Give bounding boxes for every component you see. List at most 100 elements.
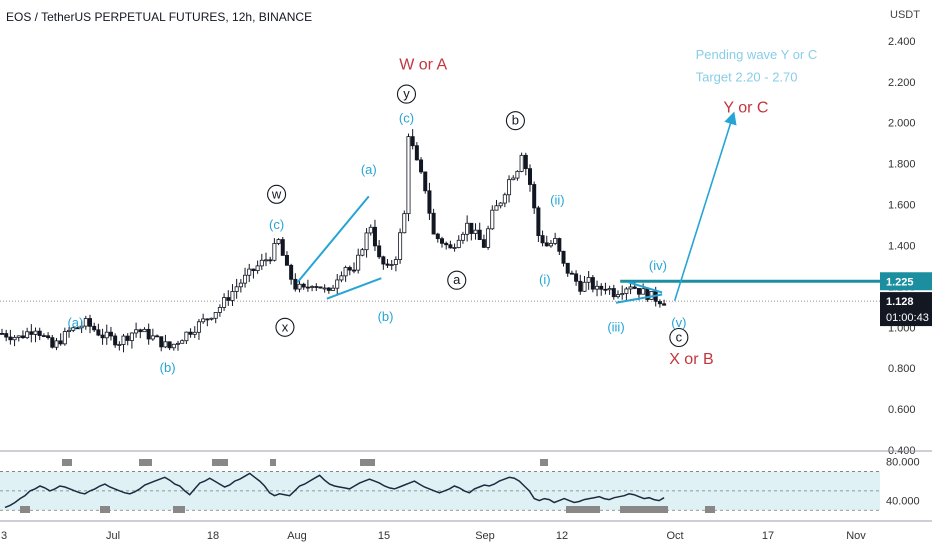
wave-label-text: (b) [160,360,176,375]
candle-body [171,343,176,349]
rsi-overbought-mark [139,459,152,466]
candle-body [0,333,4,335]
candle-body [595,285,600,290]
candle-body [201,318,206,323]
candle-body [364,232,369,251]
wave-label-text: a [453,272,461,287]
rsi-tick-label: 80.000 [886,457,920,469]
candle-body [565,262,570,274]
rsi-oversold-mark [705,506,715,513]
wave-circle [447,270,467,290]
candle-body [419,159,424,173]
candle-body [456,239,461,248]
x-tick-label: Oct [666,530,683,542]
svg-text:1.128: 1.128 [886,296,914,308]
candle-body [234,286,239,292]
x-tick-label: 12 [556,530,568,542]
candle-body [238,282,243,288]
candle-body [25,331,30,339]
candle-body [100,334,105,339]
wave-label-text: (c) [399,111,414,126]
candle-body [159,336,164,348]
candle-body [284,254,289,266]
candle-body [318,286,323,289]
candle-body [117,344,122,346]
x-tick-label: Sep [475,530,495,542]
candle-body [142,328,147,333]
candle-body [289,264,294,280]
y-tick-label: 2.400 [888,36,916,48]
x-tick-label: Jul [106,530,120,542]
price-pane[interactable]: (a) (b) (c) w x (a) (b) (c) y W or A a b (i) (ii) (iii… [0,47,880,375]
candle-body [217,307,222,313]
candle-body [50,337,55,348]
rsi-tick-label: 40.000 [886,496,920,508]
candle-body [582,281,587,292]
candle-body [628,286,633,290]
candle-body [519,154,524,172]
rsi-pane[interactable] [0,459,880,513]
candle-body [96,329,101,336]
candle-body [574,273,579,282]
candle-body [381,256,386,265]
rsi-oversold-mark [173,506,185,513]
chart-title: EOS / TetherUS PERPETUAL FUTURES, 12h, B… [6,10,313,24]
candle-body [213,312,218,319]
candle-body [314,286,319,288]
candle-body [385,263,390,266]
candle-body [251,268,256,272]
wave-label-14: (iii) [607,319,624,334]
candle-body [138,329,143,333]
candle-body [544,242,549,247]
wave-label-text: (ii) [550,192,564,207]
candle-body [268,259,273,262]
candle-body [536,207,541,236]
rsi-oversold-mark [20,506,30,513]
y-tick-label: 2.000 [888,118,916,130]
y-tick-label: 1.800 [888,159,916,171]
candle-body [377,245,382,258]
candle-body [272,243,277,261]
x-tick-label: 17 [762,530,774,542]
rsi-oversold-mark [620,506,668,513]
candle-body [414,145,419,161]
triangle-line-lower [615,293,663,304]
x-tick-label: Nov [846,530,866,542]
candle-body [532,184,537,209]
candle-body [121,335,126,345]
rsi-overbought-mark [62,459,72,466]
rsi-line [4,472,665,509]
candle-body [389,264,394,266]
candle-body [599,285,604,290]
candle-body [465,222,470,235]
candle-body [67,329,72,332]
wave-label-text: w [271,186,282,201]
candle-body [108,331,113,337]
candle-body [222,297,227,308]
candle-body [553,238,558,244]
candle-body [607,288,612,291]
candle-body [54,340,59,348]
y-tick-label: 1.600 [888,200,916,212]
wave-label-text: (b) [378,309,394,324]
candle-body [590,277,595,290]
wave-label-13: (ii) [550,192,564,207]
candle-body [226,297,231,301]
candle-body [33,330,38,335]
candle-body [20,335,25,339]
candle-body [305,286,310,289]
candle-body [528,168,533,185]
candle-body [243,274,248,284]
candles [0,129,667,353]
wave-circle [505,111,525,131]
wave-label-text: c [676,330,683,345]
candle-body [393,259,398,265]
wave-label-text: (v) [671,315,686,330]
candle-body [255,265,260,272]
candle-body [247,268,252,276]
svg-text:01:00:43: 01:00:43 [886,312,929,324]
candle-body [351,269,356,272]
candle-body [280,239,285,256]
wave-label-18: X or B [669,351,713,368]
